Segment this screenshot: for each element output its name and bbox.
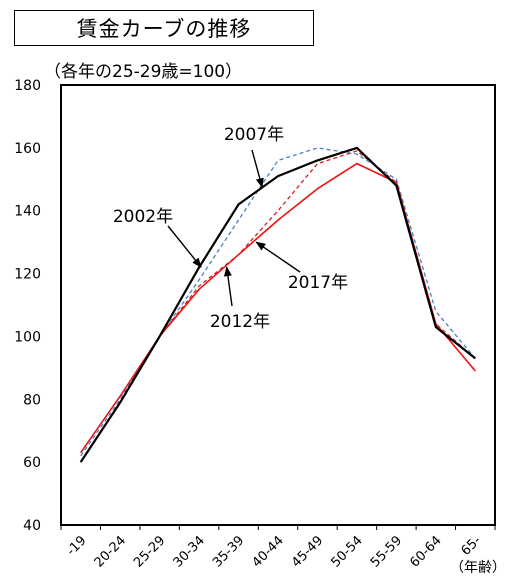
x-tick-label: 35-39 — [210, 533, 247, 570]
x-tick-label: 55-59 — [368, 533, 405, 570]
chart-subtitle: （各年の25-29歳=100） — [44, 62, 243, 82]
annotations: 2007年 2002年 2017年 2012年 — [113, 125, 348, 332]
x-axis: -19 20-24 25-29 30-34 35-39 40-44 45-49 50-54 55… — [60, 525, 496, 571]
y-tick-label: 140 — [14, 204, 41, 220]
x-tick-label: 60-64 — [407, 533, 444, 570]
annotation-label: 2002年 — [113, 207, 173, 227]
x-tick-label: 25-29 — [131, 533, 168, 570]
y-axis: 40 60 80 100 120 140 160 180 — [14, 78, 41, 534]
y-tick-label: 160 — [14, 141, 41, 157]
y-tick-label: 40 — [23, 518, 41, 534]
y-tick-label: 100 — [14, 329, 41, 345]
annotation-arrow — [167, 225, 202, 268]
annotation-label: 2007年 — [224, 125, 284, 145]
chart-title: 賃金カーブの推移 — [14, 10, 314, 46]
x-tick-label: 50-54 — [328, 533, 365, 570]
series-lines — [79, 146, 476, 463]
series-line-2007 — [80, 147, 476, 457]
x-tick-label: 20-24 — [92, 533, 129, 570]
annotation-arrow — [223, 266, 233, 307]
x-tick-label: 40-44 — [250, 533, 287, 570]
series-line-2002 — [79, 146, 476, 463]
series-line-2012 — [80, 150, 476, 454]
x-tick-label: 45-49 — [289, 533, 326, 570]
x-axis-title: （年齢） — [450, 560, 506, 576]
y-tick-label: 80 — [23, 392, 41, 408]
annotation-arrow — [255, 241, 301, 273]
x-tick-label: 65- — [458, 533, 484, 559]
y-tick-label: 180 — [14, 78, 41, 94]
plot-area-frame — [60, 84, 496, 526]
annotation-label: 2012年 — [210, 312, 270, 332]
y-tick-label: 120 — [14, 267, 41, 283]
annotation-arrow — [251, 149, 264, 189]
x-tick-label: 30-34 — [171, 533, 208, 570]
y-tick-label: 60 — [23, 455, 41, 471]
x-tick-label: -19 — [64, 533, 90, 559]
annotation-label: 2017年 — [288, 273, 348, 293]
